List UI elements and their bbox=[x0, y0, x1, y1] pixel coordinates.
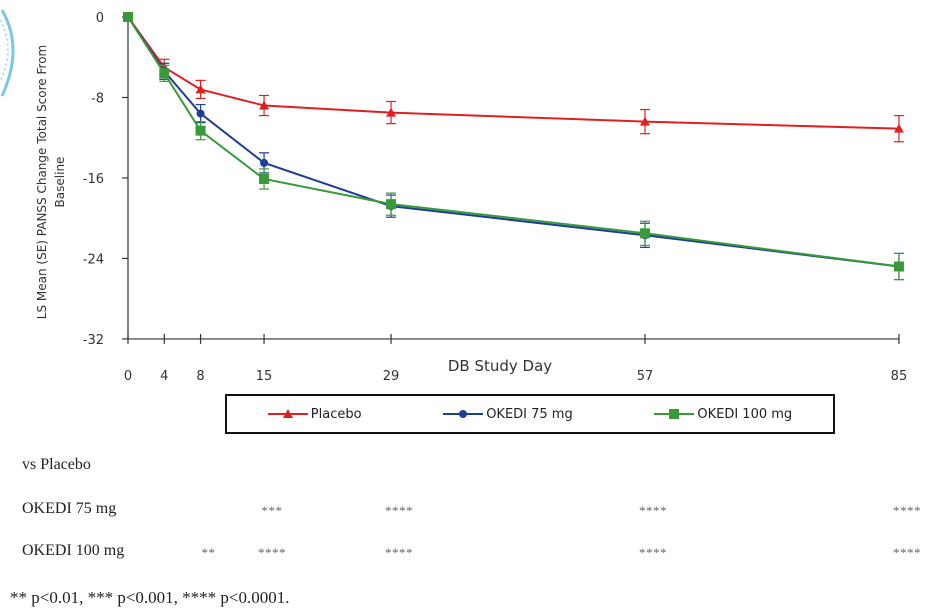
y-tick-label: 0 bbox=[96, 11, 104, 26]
legend-entry: Placebo bbox=[267, 406, 362, 422]
y-tick-label: -32 bbox=[83, 333, 104, 348]
significance-stars: *** bbox=[261, 503, 283, 518]
significance-stars: **** bbox=[385, 545, 414, 560]
data-point bbox=[196, 109, 205, 118]
series-line bbox=[127, 16, 899, 130]
data-point bbox=[123, 12, 133, 22]
data-point bbox=[639, 228, 650, 239]
series-2 bbox=[123, 12, 904, 281]
x-tick-label: 4 bbox=[160, 369, 168, 384]
significance-stars: **** bbox=[258, 545, 287, 560]
legend-label: Placebo bbox=[310, 406, 362, 422]
x-tick-label: 0 bbox=[124, 369, 132, 384]
significance-stars: **** bbox=[385, 503, 414, 518]
y-tick-label: -8 bbox=[91, 91, 104, 106]
legend-swatch bbox=[654, 409, 695, 419]
footnote: ** p<0.01, *** p<0.001, **** p<0.0001. bbox=[10, 588, 290, 607]
series-layer bbox=[123, 12, 904, 281]
data-point bbox=[386, 107, 397, 117]
legend-label: OKEDI 75 mg bbox=[486, 406, 573, 422]
legend-label: OKEDI 100 mg bbox=[697, 406, 793, 422]
significance-header: vs Placebo bbox=[22, 456, 91, 473]
series-line bbox=[127, 16, 900, 268]
y-tick-label: -16 bbox=[83, 172, 104, 187]
x-tick-label: 15 bbox=[256, 369, 273, 384]
legend-swatch bbox=[267, 409, 308, 418]
y-axis-label-line2: Baseline bbox=[53, 157, 67, 208]
data-point bbox=[893, 123, 904, 133]
significance-stars: **** bbox=[638, 503, 667, 518]
x-tick-label: 85 bbox=[891, 369, 908, 384]
significance-row-label: OKEDI 100 mg bbox=[22, 542, 125, 559]
x-tick-label: 8 bbox=[196, 369, 204, 384]
legend-marker bbox=[282, 409, 293, 418]
x-tick-label: 29 bbox=[383, 369, 400, 384]
legend: Placebo OKEDI 75 mg OKEDI 100 mg bbox=[225, 394, 835, 434]
significance-row: OKEDI 75 mg *** **** **** **** bbox=[0, 500, 930, 524]
chart: 0 -8 -16 -24 -32 0 4 8 15 29 57 85 LS Mean (SE) PAN… bbox=[0, 9, 907, 384]
series-0 bbox=[123, 12, 904, 143]
y-axis-label: LS Mean (SE) PANSS Change Total Score Fr… bbox=[35, 45, 49, 319]
significance-stars: **** bbox=[638, 545, 667, 560]
legend-marker bbox=[669, 409, 680, 419]
data-point bbox=[893, 261, 904, 272]
legend-entry: OKEDI 75 mg bbox=[443, 407, 573, 422]
significance-stars: ** bbox=[201, 545, 216, 560]
legend-entry: OKEDI 100 mg bbox=[654, 407, 792, 422]
significance-row-label: OKEDI 75 mg bbox=[22, 500, 117, 517]
significance-stars: **** bbox=[892, 503, 921, 518]
series-1 bbox=[124, 13, 904, 281]
data-point bbox=[386, 199, 397, 210]
data-point bbox=[159, 68, 170, 79]
data-point bbox=[259, 100, 270, 110]
x-tick-label: 57 bbox=[637, 369, 654, 384]
x-axis-label: DB Study Day bbox=[448, 357, 552, 375]
logo-fragment bbox=[0, 9, 15, 97]
significance-stars: **** bbox=[892, 545, 921, 560]
legend-marker bbox=[459, 410, 468, 418]
legend-swatch bbox=[443, 410, 484, 418]
data-point bbox=[639, 116, 650, 126]
y-tick-label: -24 bbox=[83, 252, 104, 267]
data-point bbox=[259, 173, 270, 184]
data-point bbox=[260, 158, 269, 167]
series-line bbox=[127, 16, 900, 268]
significance-row: OKEDI 100 mg ** **** **** **** **** bbox=[0, 542, 930, 566]
axes: 0 -8 -16 -24 -32 0 4 8 15 29 57 85 bbox=[83, 11, 907, 384]
data-point bbox=[195, 125, 206, 136]
data-point bbox=[195, 84, 206, 94]
